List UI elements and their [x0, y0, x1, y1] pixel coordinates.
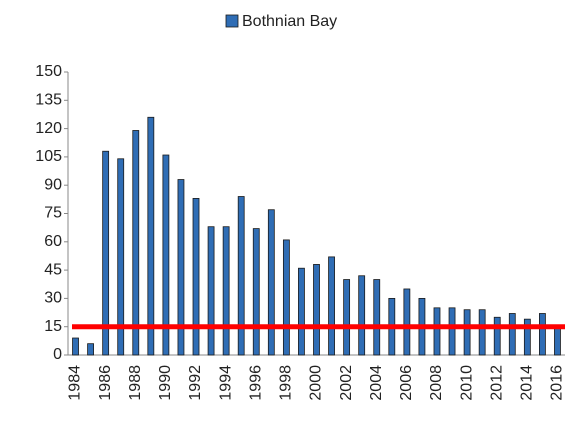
bar: [448, 307, 456, 356]
x-tick-label: 1984: [67, 365, 84, 401]
bar: [554, 326, 561, 356]
x-tick-label: 2012: [488, 365, 505, 401]
y-tick-label: 105: [35, 148, 62, 165]
bar: [328, 256, 335, 356]
y-tick-label: 0: [53, 346, 62, 363]
x-tick-label: 2010: [458, 365, 475, 401]
x-tick-label: 2014: [519, 365, 536, 401]
x-tick-label: 1992: [187, 365, 204, 401]
y-tick-label: 90: [44, 176, 62, 193]
bar: [478, 309, 486, 356]
x-tick-label: 1994: [217, 365, 234, 401]
bar: [147, 116, 155, 356]
x-tick-label: 2004: [368, 365, 385, 401]
y-tick-label: 60: [44, 233, 62, 250]
x-tick-label: 2008: [428, 365, 445, 401]
x-tick-label: 2002: [338, 365, 355, 401]
bar: [237, 196, 245, 356]
bar: [177, 179, 185, 356]
y-tick-label: 120: [35, 120, 62, 137]
bar: [433, 307, 441, 356]
bar: [102, 150, 110, 356]
bar: [508, 313, 516, 356]
bar: [523, 318, 531, 356]
legend-label: Bothnian Bay: [242, 13, 337, 30]
legend-swatch: [225, 14, 239, 28]
y-tick-label: 30: [44, 290, 62, 307]
bar: [267, 209, 275, 356]
x-tick-label: 1988: [127, 365, 144, 401]
bar: [493, 316, 501, 356]
bar: [87, 343, 94, 356]
y-tick-label: 135: [35, 92, 62, 109]
y-tick-label: 15: [44, 318, 62, 335]
x-tick-label: 1986: [97, 365, 114, 401]
bar: [313, 264, 320, 356]
bar: [117, 158, 125, 356]
bar: [358, 275, 366, 356]
y-tick-label: 75: [44, 205, 62, 222]
y-tick-label: 150: [35, 63, 62, 80]
bar: [132, 130, 140, 356]
x-tick-label: 1998: [278, 365, 295, 401]
bar: [192, 198, 200, 356]
y-tick-label: 45: [44, 261, 62, 278]
bar: [373, 279, 381, 356]
bar: [72, 337, 79, 356]
bar: [252, 228, 260, 356]
bar: [343, 279, 351, 356]
bar: [298, 267, 305, 356]
x-tick-label: 2000: [308, 365, 325, 401]
x-tick-label: 2006: [398, 365, 415, 401]
bar: [463, 309, 471, 356]
bar: [539, 313, 546, 356]
bar: [282, 239, 290, 356]
x-tick-label: 1996: [247, 365, 264, 401]
bar: [207, 226, 215, 356]
bar: [162, 154, 170, 356]
x-tick-label: 2016: [549, 365, 566, 401]
x-tick-label: 1990: [157, 365, 174, 401]
bar: [403, 288, 411, 356]
bar: [222, 226, 230, 356]
